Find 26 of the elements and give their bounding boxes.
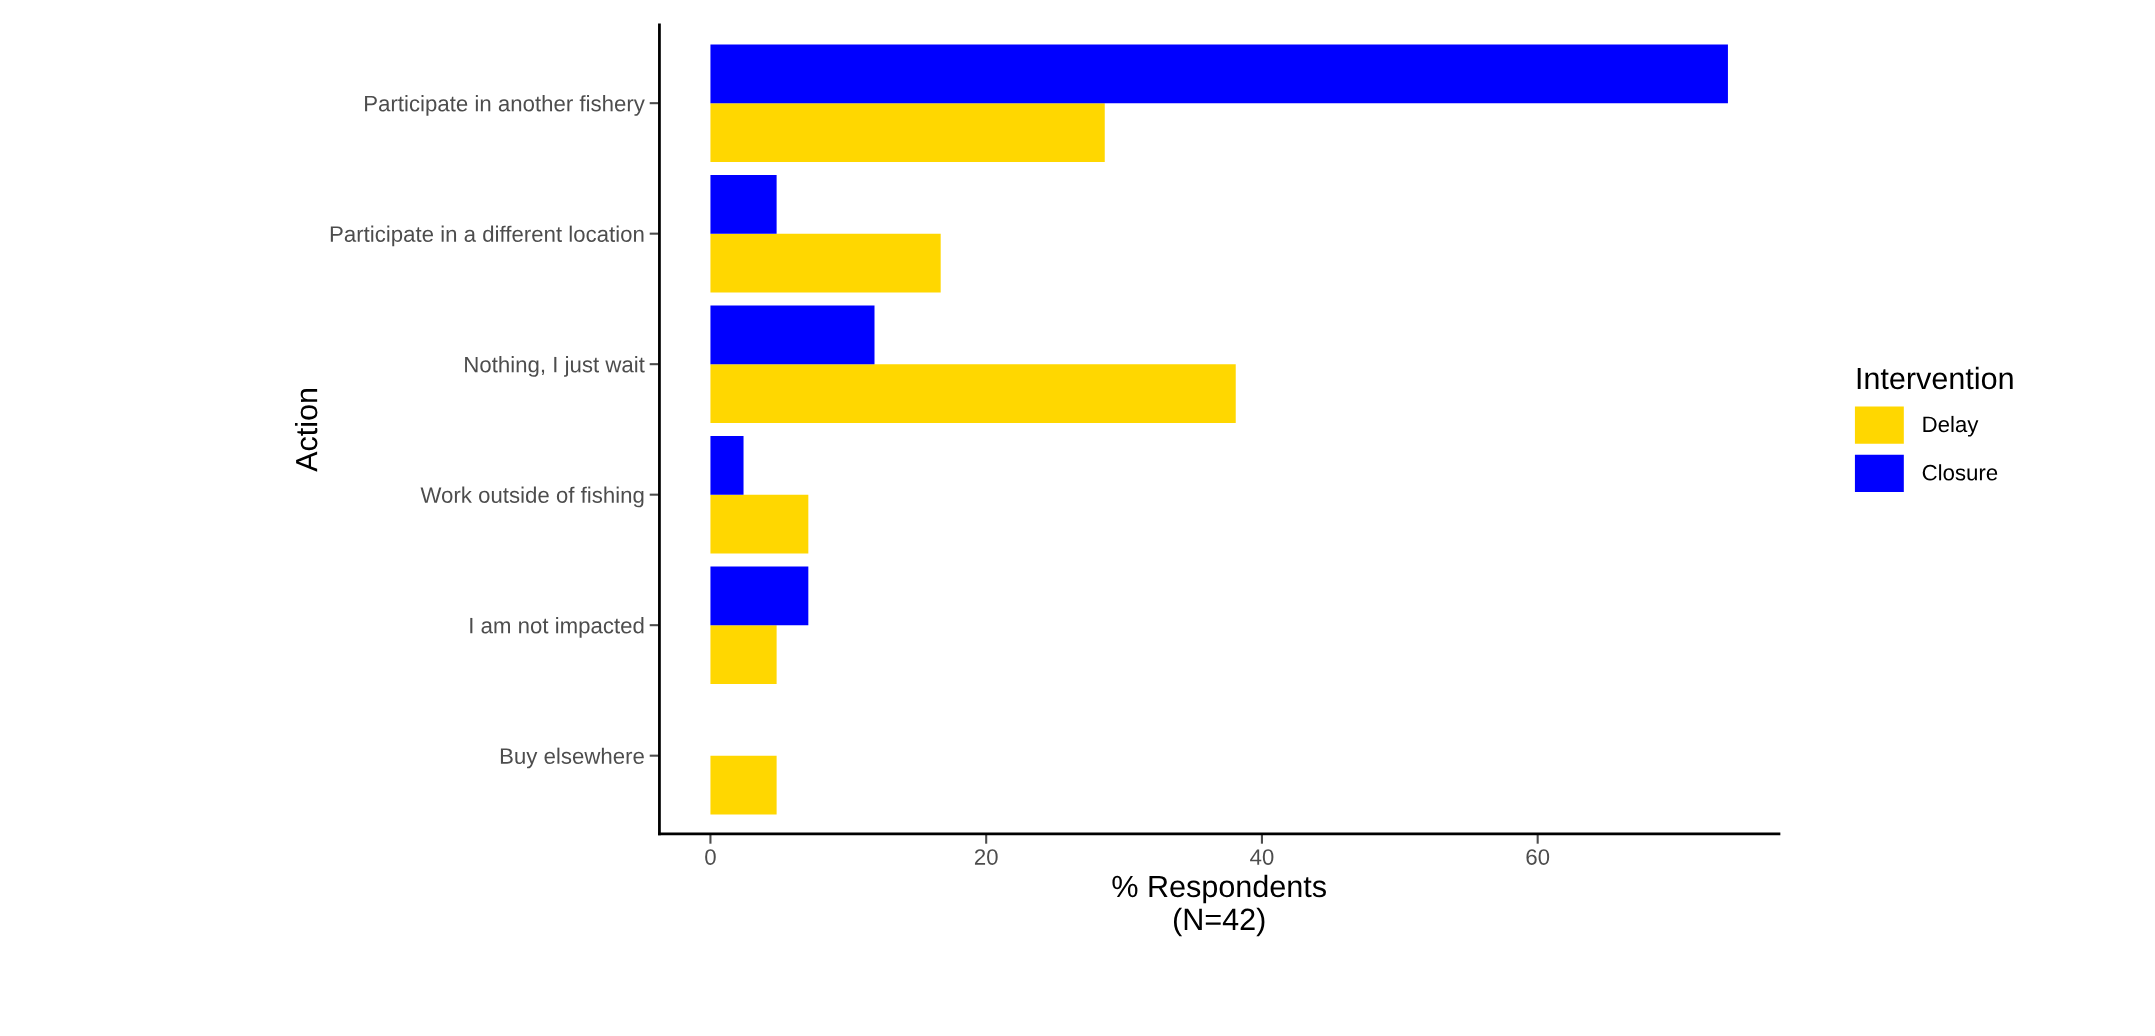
bar bbox=[710, 435, 744, 495]
x-axis-title: % Respondents (N=42) bbox=[1112, 874, 1326, 937]
x-tick-label: 60 bbox=[1526, 849, 1550, 865]
bar bbox=[710, 174, 777, 234]
y-tick-label: Participate in a different location bbox=[330, 225, 644, 247]
x-tick-label: 40 bbox=[1250, 849, 1274, 865]
bar bbox=[710, 494, 809, 554]
bar bbox=[710, 625, 777, 684]
bar bbox=[710, 566, 809, 626]
legend-label: Closure bbox=[1922, 464, 1998, 481]
bar bbox=[710, 364, 1236, 423]
y-tick-label: Buy elsewhere bbox=[500, 747, 644, 769]
y-tick-label: Nothing, I just wait bbox=[465, 356, 645, 377]
bar bbox=[710, 305, 875, 365]
bar bbox=[710, 755, 777, 815]
x-tick-label: 0 bbox=[705, 849, 716, 865]
y-tick-label: Participate in another fishery bbox=[365, 95, 645, 116]
x-tick-label: 20 bbox=[974, 849, 998, 865]
bar bbox=[710, 103, 1105, 162]
y-tick-label: Work outside of fishing bbox=[420, 486, 644, 508]
y-axis-title: Action bbox=[294, 388, 318, 472]
bar bbox=[710, 233, 941, 293]
legend-label: Delay bbox=[1923, 415, 1979, 437]
bar bbox=[710, 44, 1728, 104]
legend-title: Intervention bbox=[1857, 366, 2013, 390]
y-tick-label: I am not impacted bbox=[470, 617, 644, 638]
